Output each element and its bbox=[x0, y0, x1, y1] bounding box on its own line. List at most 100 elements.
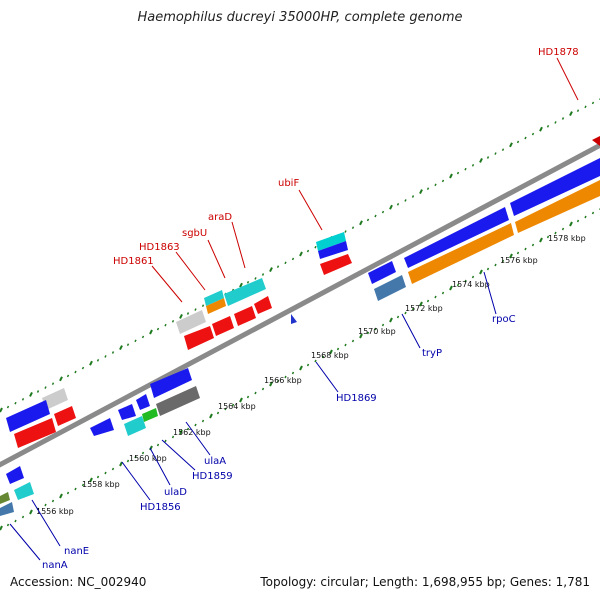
scale-label: 1578 kbp bbox=[548, 234, 586, 243]
scale-label: 1574 kbp bbox=[452, 280, 490, 289]
tick-mark bbox=[246, 280, 250, 284]
gene-label[interactable]: ulaD bbox=[164, 487, 187, 498]
tick-mark bbox=[104, 471, 107, 475]
tick-mark bbox=[111, 467, 115, 471]
gene-block[interactable] bbox=[0, 502, 14, 516]
gene-labels-top: HD1878 ubiF araD sgbU HD1863 HD1861 bbox=[113, 47, 579, 267]
gene-label[interactable]: rpoC bbox=[492, 314, 516, 325]
gene-label[interactable]: HD1869 bbox=[336, 393, 377, 404]
gene-block[interactable] bbox=[316, 232, 346, 251]
tick-mark bbox=[96, 475, 100, 479]
gene-block[interactable] bbox=[6, 466, 24, 484]
tick-mark bbox=[419, 301, 423, 307]
tick-mark bbox=[134, 455, 137, 459]
gene-block[interactable] bbox=[54, 406, 76, 426]
tick-mark bbox=[269, 381, 273, 387]
tick-mark bbox=[569, 111, 573, 117]
tick-mark bbox=[276, 265, 280, 269]
gene-label[interactable]: ulaA bbox=[204, 456, 226, 467]
gene-block[interactable] bbox=[90, 418, 114, 436]
tick-mark bbox=[21, 397, 25, 401]
tick-mark bbox=[6, 523, 10, 527]
tick-mark bbox=[569, 221, 573, 227]
tick-mark bbox=[509, 253, 513, 259]
gene-block[interactable] bbox=[14, 418, 56, 448]
tick-mark bbox=[81, 366, 85, 370]
tick-mark bbox=[51, 382, 55, 386]
tick-mark bbox=[374, 214, 377, 218]
gene-block[interactable] bbox=[176, 310, 206, 334]
tick-mark bbox=[126, 459, 130, 463]
tick-mark bbox=[464, 167, 467, 171]
gene-block[interactable] bbox=[6, 400, 50, 432]
gene-block[interactable] bbox=[142, 408, 158, 422]
accession-text: Accession: NC_002940 bbox=[10, 575, 147, 589]
gene-label[interactable]: HD1856 bbox=[140, 502, 181, 513]
gene-block[interactable] bbox=[0, 492, 10, 504]
gene-block[interactable] bbox=[510, 158, 600, 216]
gene-label[interactable]: tryP bbox=[422, 348, 442, 359]
tick-mark bbox=[516, 251, 520, 255]
gene-block[interactable] bbox=[408, 223, 514, 284]
gene-block[interactable] bbox=[42, 388, 68, 410]
tick-mark bbox=[21, 515, 25, 519]
tick-mark bbox=[306, 363, 310, 367]
tick-mark bbox=[164, 439, 167, 443]
gene-label[interactable]: sgbU bbox=[182, 228, 207, 239]
scale-label: 1568 kbp bbox=[311, 351, 349, 360]
gene-label[interactable]: nanE bbox=[64, 546, 89, 557]
tick-mark bbox=[314, 245, 317, 249]
tick-mark bbox=[351, 226, 355, 230]
tick-mark bbox=[554, 231, 557, 235]
tick-mark bbox=[14, 401, 17, 405]
gene-block[interactable] bbox=[212, 316, 234, 336]
tick-mark bbox=[539, 126, 543, 132]
gene-block[interactable] bbox=[234, 306, 256, 326]
tick-mark bbox=[359, 220, 363, 226]
scale-labels: 1556 kbp 1558 kbp 1560 kbp 1562 kbp 1564 kbp… bbox=[36, 234, 586, 516]
gene-block[interactable] bbox=[515, 180, 600, 233]
gene-label[interactable]: nanA bbox=[42, 560, 68, 571]
tick-mark bbox=[584, 105, 587, 109]
scale-label: 1560 kbp bbox=[129, 454, 167, 463]
tick-mark bbox=[96, 358, 100, 362]
gene-block[interactable] bbox=[254, 296, 272, 314]
tick-mark bbox=[396, 202, 400, 206]
tick-mark bbox=[509, 142, 513, 148]
gene-block[interactable] bbox=[118, 404, 136, 420]
gene-features bbox=[0, 136, 600, 516]
gene-label[interactable]: HD1878 bbox=[538, 47, 579, 58]
gene-label[interactable]: ubiF bbox=[278, 178, 299, 189]
gene-label[interactable]: HD1859 bbox=[192, 471, 233, 482]
tick-mark bbox=[299, 251, 303, 257]
tick-mark bbox=[404, 199, 407, 202]
tick-mark bbox=[389, 317, 393, 323]
gene-block[interactable] bbox=[374, 275, 406, 301]
gene-block[interactable] bbox=[224, 278, 266, 306]
gene-marker bbox=[291, 314, 297, 324]
gene-block[interactable] bbox=[136, 394, 150, 410]
tick-mark bbox=[419, 189, 423, 195]
gene-block[interactable] bbox=[124, 416, 146, 436]
gene-block[interactable] bbox=[206, 298, 226, 314]
gene-block[interactable] bbox=[184, 326, 214, 350]
tick-mark bbox=[276, 379, 280, 383]
tick-mark bbox=[524, 136, 527, 140]
gene-marker bbox=[592, 136, 600, 146]
tick-mark bbox=[479, 157, 483, 163]
tick-mark bbox=[321, 355, 325, 359]
gene-label[interactable]: araD bbox=[208, 212, 232, 223]
gene-block[interactable] bbox=[150, 368, 192, 398]
gene-block[interactable] bbox=[14, 482, 34, 500]
tick-mark bbox=[426, 299, 430, 303]
gene-block[interactable] bbox=[204, 290, 224, 306]
gene-block[interactable] bbox=[156, 386, 200, 416]
gene-block[interactable] bbox=[318, 241, 348, 259]
gene-block[interactable] bbox=[320, 254, 352, 275]
gene-label[interactable]: HD1863 bbox=[139, 242, 180, 253]
tick-mark bbox=[89, 360, 93, 366]
gene-block[interactable] bbox=[368, 261, 396, 284]
gene-label[interactable]: HD1861 bbox=[113, 256, 154, 267]
gene-block[interactable] bbox=[404, 207, 509, 268]
tick-mark bbox=[36, 390, 40, 393]
